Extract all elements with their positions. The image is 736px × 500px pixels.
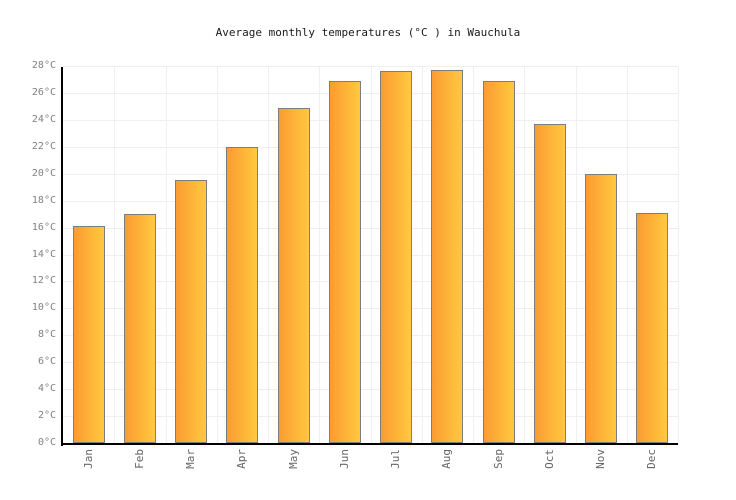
x-axis-label: Jun — [337, 449, 351, 469]
y-axis-label: 16°C — [31, 221, 56, 233]
bar — [277, 107, 310, 443]
x-axis-label: Nov — [594, 449, 608, 469]
x-axis-label: Mar — [184, 449, 198, 469]
x-axis-line — [61, 443, 678, 445]
gridline-v — [319, 67, 321, 444]
gridline-v — [678, 67, 679, 444]
y-axis-label: 10°C — [31, 302, 56, 314]
bar — [482, 80, 515, 443]
gridline-v — [473, 67, 474, 444]
gridline-v — [626, 67, 628, 444]
y-axis-label: 24°C — [31, 113, 56, 125]
x-axis-label: Aug — [440, 449, 454, 469]
bar — [328, 80, 361, 443]
y-axis-line — [61, 67, 63, 446]
bar — [533, 123, 566, 443]
gridline-v — [216, 67, 218, 444]
y-axis-label: 12°C — [31, 275, 56, 287]
x-axis-label: Sep — [491, 449, 505, 469]
y-axis-label: 22°C — [31, 140, 56, 152]
y-axis-label: 0°C — [37, 437, 56, 448]
bar — [175, 180, 208, 443]
y-axis-label: 4°C — [37, 383, 56, 395]
bar — [431, 70, 464, 443]
bar — [380, 71, 413, 443]
chart-title: Average monthly temperatures (°C ) in Wa… — [215, 26, 521, 39]
gridline-v — [524, 67, 526, 444]
x-axis-label: Oct — [542, 449, 556, 469]
y-axis-label: 20°C — [31, 167, 56, 179]
y-axis-label: 8°C — [37, 329, 56, 341]
gridline-v — [575, 67, 577, 444]
bar — [72, 226, 105, 443]
x-axis-label: Feb — [132, 449, 146, 469]
y-axis-label: 2°C — [37, 410, 56, 422]
bar — [636, 212, 669, 443]
gridline-v — [421, 67, 423, 444]
x-axis-label: Dec — [645, 449, 659, 469]
y-axis-label: 26°C — [31, 86, 56, 98]
y-axis-label: 28°C — [31, 60, 56, 71]
x-axis-label: Apr — [235, 449, 249, 469]
y-axis-label: 6°C — [37, 356, 56, 368]
x-axis-label: May — [286, 449, 300, 469]
x-axis-label: Jul — [389, 449, 403, 469]
y-axis-label: 18°C — [31, 194, 56, 206]
gridline-h — [63, 66, 678, 67]
x-axis-label: Jan — [81, 449, 95, 469]
y-axis-label: 14°C — [31, 248, 56, 260]
bar — [123, 214, 156, 443]
gridline-v — [370, 67, 372, 444]
gridline-v — [114, 67, 116, 444]
bar — [226, 146, 259, 443]
gridline-v — [165, 67, 167, 444]
bar — [585, 173, 618, 443]
gridline-v — [268, 67, 269, 444]
